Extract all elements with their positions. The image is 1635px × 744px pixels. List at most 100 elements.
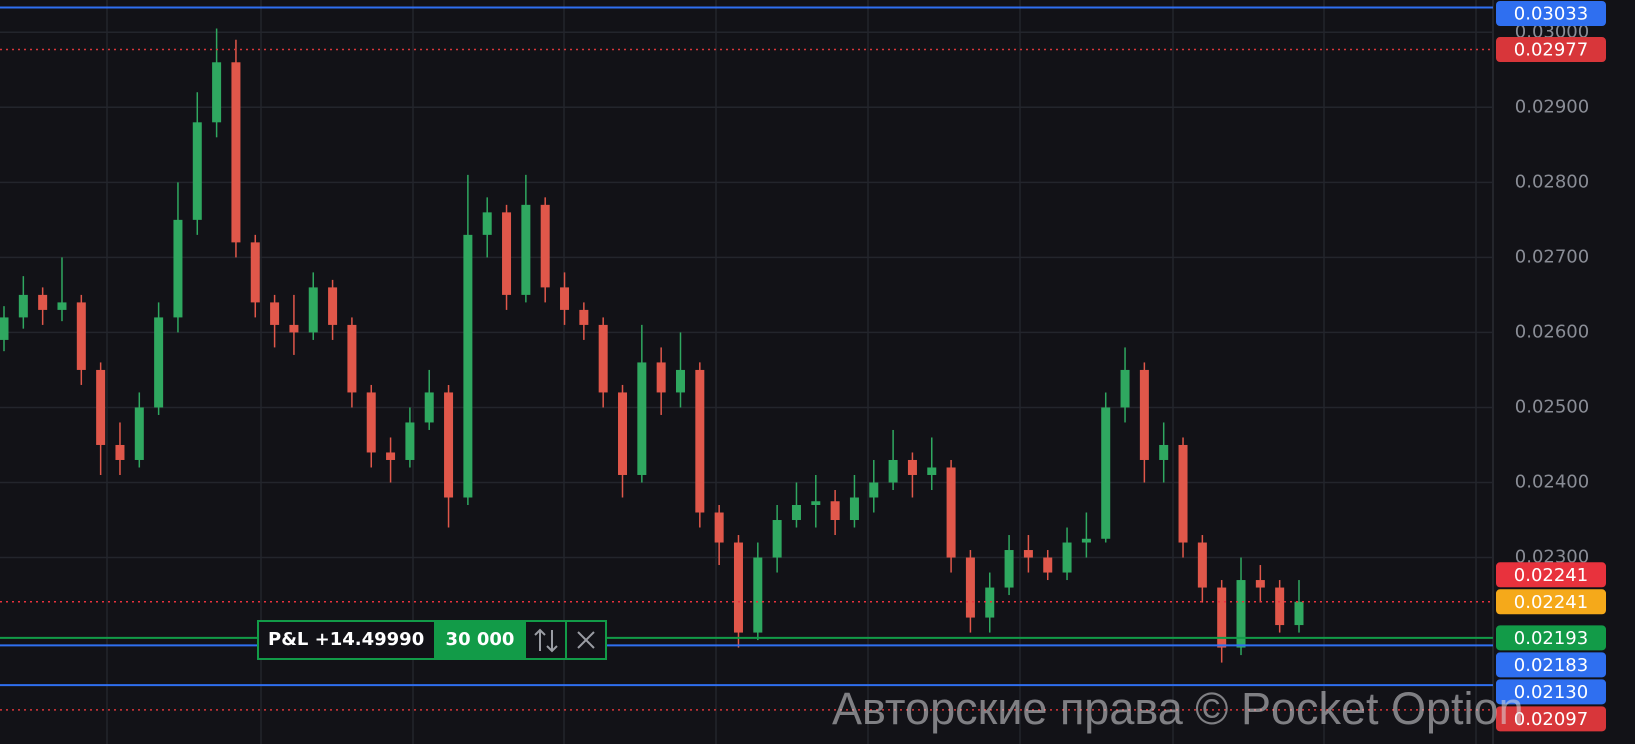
candle-body	[714, 512, 724, 543]
y-tick-label: 0.02300	[1515, 547, 1589, 568]
candle-body	[1236, 580, 1246, 648]
candle-body	[347, 324, 357, 393]
pnl-frame	[257, 620, 607, 660]
icon-stroke	[577, 631, 595, 649]
candle-body	[424, 392, 434, 423]
candle-body	[463, 234, 473, 498]
candle-body	[1275, 587, 1285, 626]
candle-body	[134, 407, 144, 460]
candle-body	[675, 369, 685, 393]
y-tick-label: 0.02900	[1515, 96, 1589, 117]
candle-body	[521, 204, 531, 295]
candle-body	[328, 287, 338, 325]
candle-body	[57, 302, 67, 310]
candle-body	[76, 302, 86, 370]
price-badge-label: 0.03033	[1514, 4, 1588, 25]
candle-body	[791, 505, 801, 521]
candle-body	[0, 317, 9, 340]
candle-body	[1255, 580, 1265, 588]
y-tick-label: 0.02400	[1515, 471, 1589, 492]
candle-body	[965, 557, 975, 618]
vertical-grid	[106, 0, 1477, 744]
y-tick-label: 0.02800	[1515, 171, 1589, 192]
candle-body	[656, 362, 666, 393]
candle-body	[308, 287, 318, 333]
candle-body	[212, 62, 222, 123]
icon-stroke	[534, 628, 546, 636]
candle-body	[444, 392, 454, 498]
candle-body	[598, 324, 608, 393]
price-badge	[1496, 589, 1606, 615]
icon-stroke	[546, 645, 558, 653]
candle-body	[405, 422, 415, 460]
candle-body	[811, 501, 821, 506]
candle-body	[289, 324, 299, 333]
pnl-label: P&L +14.49990	[268, 629, 424, 650]
candle-body	[849, 497, 859, 521]
candle-body	[946, 467, 956, 558]
candle-body	[1062, 542, 1072, 573]
reverse-icon[interactable]	[534, 628, 558, 653]
candle-body	[192, 122, 202, 220]
candle-body	[695, 369, 705, 513]
candle-body	[154, 317, 164, 408]
candle-body	[927, 467, 937, 475]
pnl-widget[interactable]: P&L +14.49990 30 000	[257, 620, 607, 660]
candle-body	[482, 212, 492, 235]
candle-body	[1120, 369, 1130, 408]
price-badge-label: 0.02097	[1514, 709, 1588, 730]
candle-body	[1197, 542, 1207, 588]
price-badge-label: 0.02977	[1514, 40, 1588, 61]
price-badge-label: 0.02193	[1514, 628, 1588, 649]
pnl-amount: 30 000	[446, 629, 515, 650]
levels: 0.03033 0.02977 0.02241 0.02241 0.02193 0.021…	[0, 1, 1606, 732]
candle-body	[1004, 550, 1014, 588]
candle-body	[1139, 369, 1149, 460]
y-tick-label: 0.02600	[1515, 321, 1589, 342]
candle-body	[1159, 444, 1169, 460]
candle-body	[1101, 407, 1111, 539]
pnl-amount-bg	[434, 621, 526, 659]
candle-body	[366, 392, 376, 453]
price-badge-label: 0.02241	[1514, 565, 1588, 586]
price-badge	[1496, 679, 1606, 705]
watermark: Авторские права © Pocket Option	[832, 683, 1524, 734]
candle-body	[637, 362, 647, 475]
candle-body	[985, 587, 995, 618]
candle-body	[231, 62, 241, 243]
candle-body	[772, 520, 782, 558]
grid: 0.02300 0.02400 0.02500 0.02600 0.02700 0.028…	[0, 21, 1589, 568]
candle-body	[907, 459, 917, 475]
candle-body	[560, 287, 570, 310]
candle-body	[618, 392, 628, 475]
candle-body	[270, 302, 280, 325]
candle-body	[173, 219, 183, 318]
candle-body	[1294, 601, 1304, 626]
price-badge-label: 0.02130	[1514, 682, 1588, 703]
candle-body	[869, 482, 879, 498]
candles	[0, 28, 1304, 663]
price-badge	[1496, 37, 1606, 63]
y-tick-label: 0.02500	[1515, 396, 1589, 417]
candle-body	[579, 309, 589, 325]
candle-body	[18, 294, 28, 318]
candle-body	[386, 452, 396, 460]
candle-body	[1217, 587, 1227, 648]
price-badge	[1496, 706, 1606, 732]
candle-body	[38, 294, 48, 310]
price-badge	[1496, 625, 1606, 651]
candle-body	[1023, 550, 1033, 558]
candle-body	[1178, 444, 1188, 543]
price-badge	[1496, 652, 1606, 678]
price-badge	[1496, 1, 1606, 26]
candle-body	[540, 204, 550, 288]
candle-body	[753, 557, 763, 633]
candle-body	[115, 444, 125, 460]
close-icon[interactable]	[577, 631, 595, 649]
candle-body	[733, 542, 743, 633]
candle-body	[888, 459, 898, 483]
candle-body	[250, 242, 260, 303]
